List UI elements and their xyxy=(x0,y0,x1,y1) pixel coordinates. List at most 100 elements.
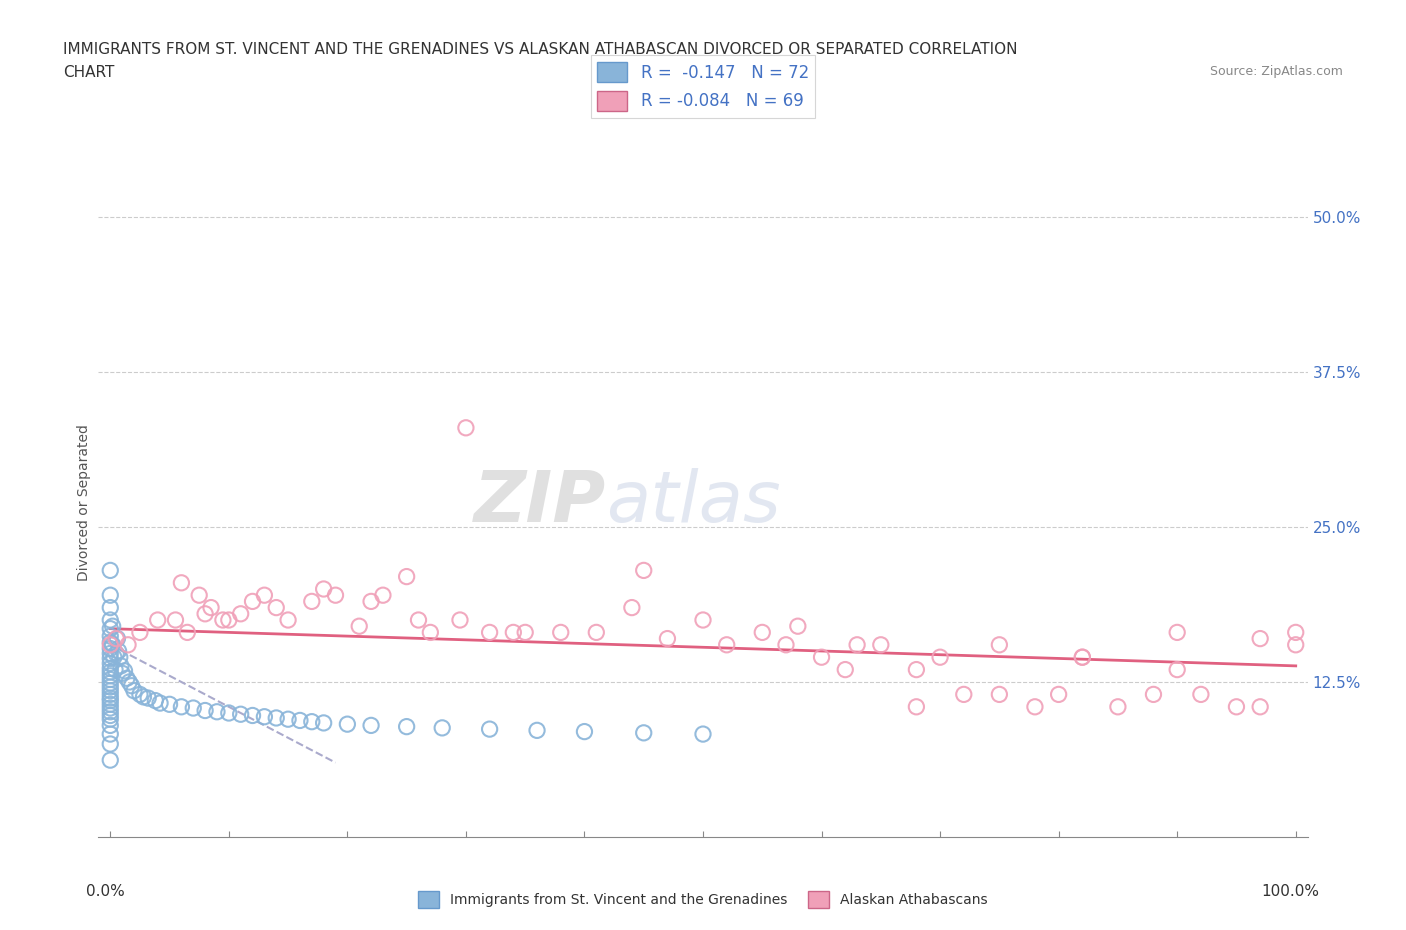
Y-axis label: Divorced or Separated: Divorced or Separated xyxy=(77,424,91,580)
Point xyxy=(194,703,217,718)
Text: IMMIGRANTS FROM ST. VINCENT AND THE GRENADINES VS ALASKAN ATHABASCAN DIVORCED OR: IMMIGRANTS FROM ST. VINCENT AND THE GREN… xyxy=(63,42,1018,57)
Point xyxy=(336,717,359,732)
Point xyxy=(98,726,121,741)
Point xyxy=(110,658,132,673)
Point xyxy=(620,600,643,615)
Point xyxy=(929,650,952,665)
Point xyxy=(165,613,187,628)
Point xyxy=(988,687,1011,702)
Point xyxy=(1285,625,1308,640)
Point xyxy=(264,711,287,725)
Point xyxy=(98,669,121,684)
Point xyxy=(264,600,287,615)
Point xyxy=(229,707,252,722)
Point xyxy=(716,637,738,652)
Point xyxy=(98,635,121,650)
Point xyxy=(633,563,655,578)
Point xyxy=(129,625,152,640)
Point xyxy=(277,613,299,628)
Point xyxy=(454,420,477,435)
Text: atlas: atlas xyxy=(606,468,780,537)
Point xyxy=(181,700,204,715)
Legend: Immigrants from St. Vincent and the Grenadines, Alaskan Athabascans: Immigrants from St. Vincent and the Gren… xyxy=(412,885,994,914)
Point xyxy=(325,588,347,603)
Point xyxy=(218,706,240,721)
Point xyxy=(98,588,121,603)
Text: ZIP: ZIP xyxy=(474,468,606,537)
Point xyxy=(502,625,524,640)
Point xyxy=(114,663,136,678)
Point xyxy=(1107,699,1129,714)
Point xyxy=(1142,687,1164,702)
Point xyxy=(170,699,193,714)
Point xyxy=(1024,699,1046,714)
Point xyxy=(200,600,222,615)
Point xyxy=(301,714,323,729)
Point xyxy=(129,687,152,702)
Point xyxy=(98,693,121,708)
Point xyxy=(242,594,264,609)
Point xyxy=(395,719,418,734)
Point xyxy=(1189,687,1212,702)
Point xyxy=(312,581,335,596)
Point xyxy=(834,662,856,677)
Point xyxy=(118,674,141,689)
Point xyxy=(1285,637,1308,652)
Point xyxy=(692,726,714,741)
Point xyxy=(115,671,138,685)
Point xyxy=(98,691,121,706)
Point xyxy=(478,722,501,737)
Point xyxy=(188,588,211,603)
Point xyxy=(170,576,193,591)
Legend: R =  -0.147   N = 72, R = -0.084   N = 69: R = -0.147 N = 72, R = -0.084 N = 69 xyxy=(591,55,815,117)
Point xyxy=(98,621,121,636)
Point xyxy=(194,606,217,621)
Point xyxy=(786,618,808,633)
Point xyxy=(574,724,596,739)
Point xyxy=(1166,625,1188,640)
Point xyxy=(1249,699,1271,714)
Point xyxy=(585,625,607,640)
Point xyxy=(111,666,134,681)
Point xyxy=(277,711,299,726)
Point xyxy=(146,613,169,628)
Point xyxy=(98,680,121,695)
Text: CHART: CHART xyxy=(63,65,115,80)
Point xyxy=(419,625,441,640)
Point xyxy=(98,651,121,666)
Point xyxy=(176,625,198,640)
Point xyxy=(1166,662,1188,677)
Point xyxy=(98,661,121,676)
Point xyxy=(905,662,928,677)
Point xyxy=(1071,650,1094,665)
Point xyxy=(98,563,121,578)
Point xyxy=(143,693,166,708)
Point xyxy=(98,676,121,691)
Point xyxy=(121,678,143,693)
Point xyxy=(229,606,252,621)
Point xyxy=(988,637,1011,652)
Point xyxy=(98,700,121,715)
Point xyxy=(98,656,121,671)
Point xyxy=(526,723,548,737)
Point xyxy=(432,721,454,736)
Point xyxy=(98,646,121,661)
Point xyxy=(1249,631,1271,646)
Point xyxy=(253,710,276,724)
Point xyxy=(101,637,124,652)
Point xyxy=(633,725,655,740)
Point xyxy=(775,637,797,652)
Point xyxy=(1071,650,1094,665)
Point xyxy=(408,613,430,628)
Point xyxy=(846,637,869,652)
Point xyxy=(98,600,121,615)
Point xyxy=(98,687,121,702)
Point xyxy=(212,613,235,628)
Point xyxy=(98,737,121,751)
Point xyxy=(449,613,471,628)
Point xyxy=(104,662,127,677)
Point xyxy=(395,569,418,584)
Point xyxy=(478,625,501,640)
Point xyxy=(288,713,311,728)
Point xyxy=(657,631,679,646)
